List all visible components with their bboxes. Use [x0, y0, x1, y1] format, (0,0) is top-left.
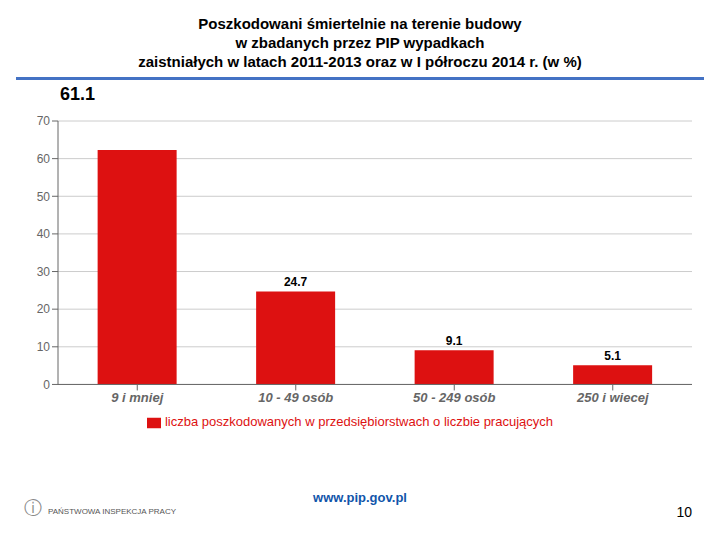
svg-text:10: 10	[37, 340, 51, 354]
svg-text:40: 40	[37, 227, 51, 241]
html-text:liczba poszkodowanych w przeds: liczba poszkodowanych w przedsiębiorstwa…	[165, 414, 553, 430]
html-text:www.pip.gov.pl: www.pip.gov.pl	[313, 490, 407, 505]
svg-text:24.7: 24.7	[284, 275, 308, 289]
svg-text:9.1: 9.1	[446, 334, 463, 348]
svg-text:70: 70	[37, 114, 51, 128]
html-text:zaistniałych w latach 2011-201: zaistniałych w latach 2011-2013 oraz w I…	[138, 53, 582, 70]
svg-text:9 i mniej: 9 i mniej	[111, 390, 163, 405]
svg-text:250 i wiecej: 250 i wiecej	[576, 390, 649, 405]
html-text:Poszkodowani śmiertelnie na te: Poszkodowani śmiertelnie na terenie budo…	[198, 15, 522, 32]
svg-text:0: 0	[43, 378, 50, 392]
svg-text:20: 20	[37, 302, 51, 316]
svg-text:30: 30	[37, 265, 51, 279]
html-text:PAŃSTWOWA INSPEKCJA PRACY: PAŃSTWOWA INSPEKCJA PRACY	[48, 507, 176, 516]
svg-text:60: 60	[37, 152, 51, 166]
html-text:w zbadanych przez PIP wypadkac: w zbadanych przez PIP wypadkach	[235, 34, 485, 51]
svg-text:5.1: 5.1	[604, 349, 621, 363]
svg-text:50 - 249 osób: 50 - 249 osób	[413, 390, 495, 405]
html-text:10: 10	[676, 504, 692, 520]
html-text:61.1: 61.1	[60, 84, 95, 104]
svg-text:10 - 49 osób: 10 - 49 osób	[258, 390, 333, 405]
svg-text:50: 50	[37, 190, 51, 204]
